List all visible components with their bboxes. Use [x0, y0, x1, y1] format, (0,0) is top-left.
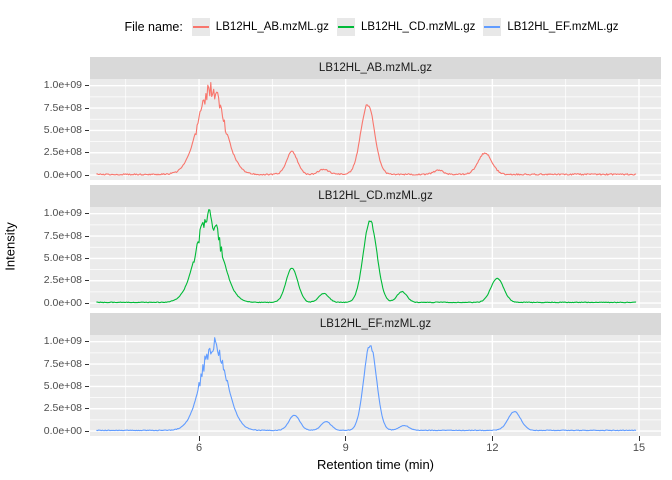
y-tick-label: 7.5e+08 — [43, 101, 82, 114]
y-tick-mark — [85, 302, 89, 304]
y-tick-label: 2.5e+08 — [43, 146, 82, 159]
chromatogram-trace — [96, 337, 637, 432]
legend-item-cd: LB12HL_CD.mzML.gz — [336, 18, 481, 36]
x-tick-mark — [638, 436, 640, 441]
y-tick-mark — [85, 363, 89, 365]
chromatogram-trace — [96, 209, 637, 304]
y-tick-mark — [85, 408, 89, 410]
legend-key — [191, 18, 210, 36]
y-tick-mark — [85, 235, 89, 237]
facet-strip-ef: LB12HL_EF.mzML.gz — [90, 313, 661, 335]
legend-key — [483, 18, 502, 36]
facet-strip-ab: LB12HL_AB.mzML.gz — [90, 57, 661, 79]
x-axis-title: Retention time (min) — [316, 457, 435, 472]
y-tick-label: 1.0e+09 — [43, 335, 82, 348]
y-tick-label: 0.0e+00 — [43, 296, 82, 309]
y-tick-mark — [85, 152, 89, 154]
y-axis-title: Intensity — [2, 222, 18, 271]
y-tick-mark — [85, 107, 89, 109]
legend-item-ab: LB12HL_AB.mzML.gz — [191, 18, 335, 36]
line-swatch-icon — [484, 26, 501, 28]
x-tick-label: 12 — [486, 442, 499, 454]
legend-item-label: LB12HL_AB.mzML.gz — [215, 21, 329, 33]
panel-background — [90, 335, 661, 436]
y-tick-label: 2.5e+08 — [43, 274, 82, 287]
y-tick-mark — [85, 280, 89, 282]
y-tick-label: 1.0e+09 — [43, 207, 82, 220]
x-tick-label: 6 — [195, 442, 203, 454]
y-tick-mark — [85, 174, 89, 176]
y-tick-label: 0.0e+00 — [43, 424, 82, 437]
y-tick-mark — [85, 257, 89, 259]
facet-panel-ab — [90, 79, 661, 180]
facet-panel-ef — [90, 335, 661, 436]
legend-key — [336, 18, 355, 36]
panel-background — [90, 79, 661, 180]
y-tick-label: 0.0e+00 — [43, 168, 82, 181]
x-tick-label: 9 — [342, 442, 349, 454]
legend-item-ef: LB12HL_EF.mzML.gz — [483, 18, 624, 36]
y-tick-label: 1.0e+09 — [43, 79, 82, 92]
x-tick-label: 15 — [632, 442, 646, 454]
y-tick-mark — [85, 341, 89, 343]
y-tick-mark — [85, 213, 89, 215]
y-tick-mark — [85, 430, 89, 432]
x-tick-mark — [491, 436, 493, 441]
x-tick-mark — [198, 436, 200, 441]
legend-item-label: LB12HL_CD.mzML.gz — [360, 21, 476, 33]
chromatogram-trace — [96, 82, 637, 176]
y-tick-label: 5.0e+08 — [43, 123, 82, 136]
y-tick-label: 5.0e+08 — [43, 379, 82, 392]
legend-title: File name: — [124, 20, 183, 34]
facet-panel-cd — [90, 207, 661, 308]
legend-item-label: LB12HL_EF.mzML.gz — [507, 21, 619, 33]
panel-background — [90, 207, 661, 308]
y-tick-label: 7.5e+08 — [43, 357, 82, 370]
facet-strip-cd: LB12HL_CD.mzML.gz — [90, 185, 661, 207]
y-tick-label: 2.5e+08 — [43, 402, 82, 415]
x-tick-mark — [345, 436, 347, 441]
line-swatch-icon — [337, 26, 354, 28]
line-swatch-icon — [192, 26, 209, 28]
y-tick-mark — [85, 385, 89, 387]
y-tick-label: 5.0e+08 — [43, 251, 82, 264]
y-tick-mark — [85, 129, 89, 131]
legend: File name: LB12HL_AB.mzML.gz LB12HL_CD.m… — [90, 12, 661, 42]
y-tick-mark — [85, 85, 89, 87]
y-tick-label: 7.5e+08 — [43, 229, 82, 242]
